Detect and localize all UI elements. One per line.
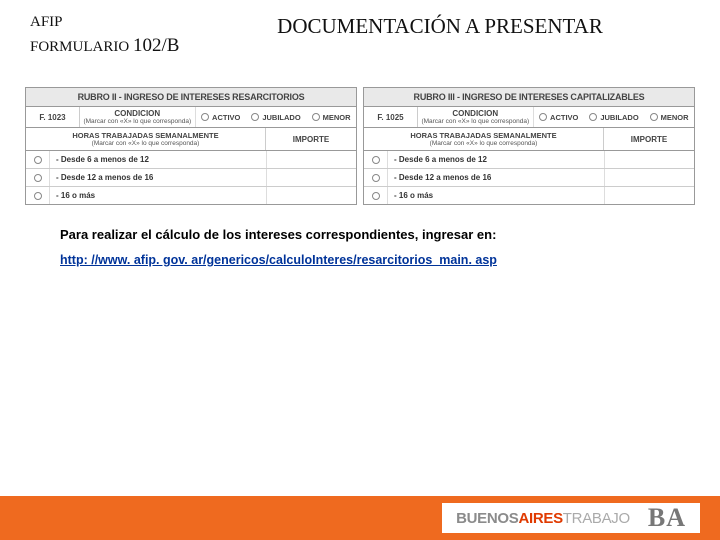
radio-icon — [372, 192, 380, 200]
radio-icon — [650, 113, 658, 121]
form-preview: RUBRO II - INGRESO DE INTERESES RESARCIT… — [0, 57, 720, 205]
range-label: - Desde 6 a menos de 12 — [388, 151, 604, 168]
range-label: - Desde 12 a menos de 16 — [388, 169, 604, 186]
calc-link[interactable]: http: //www. afip. gov. ar/genericos/cal… — [60, 253, 497, 267]
condicion-title: CONDICION — [418, 107, 533, 118]
ba-logo: BA — [648, 503, 686, 533]
opt-label: MENOR — [323, 113, 351, 122]
radio-icon — [589, 113, 597, 121]
horas-sub: (Marcar con «X» lo que corresponda) — [364, 140, 603, 147]
range-label: - 16 o más — [50, 187, 266, 204]
rubro-header: RUBRO III - INGRESO DE INTERESES CAPITAL… — [364, 88, 694, 107]
radio-icon — [34, 156, 42, 164]
radio-icon — [372, 156, 380, 164]
fcode: F. 1025 — [364, 107, 418, 127]
horas-sub: (Marcar con «X» lo que corresponda) — [26, 140, 265, 147]
range-label: - 16 o más — [388, 187, 604, 204]
importe-label: IMPORTE — [604, 128, 694, 150]
panel-rubro-iii: RUBRO III - INGRESO DE INTERESES CAPITAL… — [363, 87, 695, 205]
horas-title: HORAS TRABAJADAS SEMANALMENTE — [26, 131, 265, 140]
horas-title: HORAS TRABAJADAS SEMANALMENTE — [364, 131, 603, 140]
form-number: 102/B — [133, 35, 179, 56]
note-text: Para realizar el cálculo de los interese… — [60, 227, 660, 242]
radio-icon — [251, 113, 259, 121]
footer-brand: BUENOSAIRESTRABAJO — [456, 510, 630, 527]
range-label: - Desde 6 a menos de 12 — [50, 151, 266, 168]
opt-label: MENOR — [661, 113, 689, 122]
panel-rubro-ii: RUBRO II - INGRESO DE INTERESES RESARCIT… — [25, 87, 357, 205]
opt-label: ACTIVO — [550, 113, 578, 122]
opt-label: JUBILADO — [262, 113, 300, 122]
importe-label: IMPORTE — [266, 128, 356, 150]
radio-icon — [34, 192, 42, 200]
condicion-sub: (Marcar con «X» lo que corresponda) — [80, 118, 195, 127]
radio-icon — [201, 113, 209, 121]
fcode: F. 1023 — [26, 107, 80, 127]
radio-icon — [372, 174, 380, 182]
page-title: DOCUMENTACIÓN A PRESENTAR — [190, 14, 690, 39]
form-label: FORMULARIO — [30, 39, 129, 55]
condicion-title: CONDICION — [80, 107, 195, 118]
range-label: - Desde 12 a menos de 16 — [50, 169, 266, 186]
condicion-sub: (Marcar con «X» lo que corresponda) — [418, 118, 533, 127]
opt-label: ACTIVO — [212, 113, 240, 122]
rubro-header: RUBRO II - INGRESO DE INTERESES RESARCIT… — [26, 88, 356, 107]
radio-icon — [312, 113, 320, 121]
opt-label: JUBILADO — [600, 113, 638, 122]
radio-icon — [539, 113, 547, 121]
radio-icon — [34, 174, 42, 182]
footer-bar: BUENOSAIRESTRABAJO BA — [0, 496, 720, 540]
